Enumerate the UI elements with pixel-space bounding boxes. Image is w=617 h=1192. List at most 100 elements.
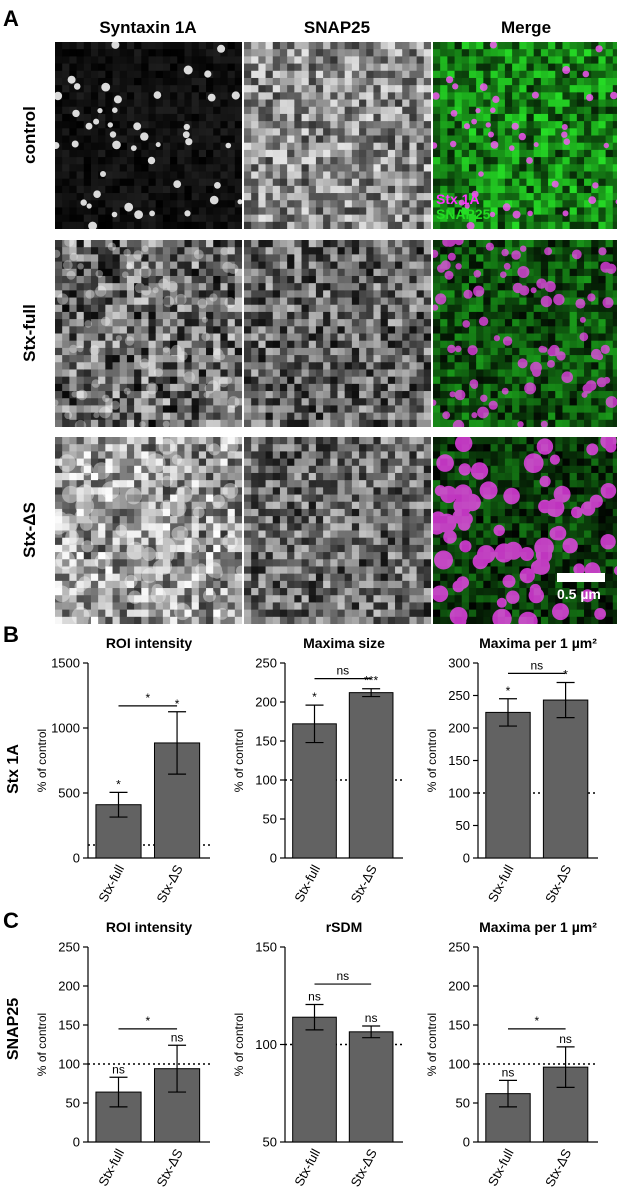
chart2-bar-0	[485, 711, 531, 859]
chart1-y-tick-label-2: 100	[255, 773, 277, 788]
micrograph-stxfull-merge	[433, 240, 617, 427]
chart1-bar-label-1: ***	[364, 674, 378, 688]
chart4-y-tick-label-1: 100	[255, 1037, 277, 1052]
chart0-bar-label-1: *	[175, 697, 180, 711]
micrograph-control-stx	[55, 42, 242, 229]
panel-letter-a: A	[3, 6, 19, 31]
chart5-y-tick-label-5: 250	[448, 940, 470, 955]
chart0-y-tick-label-3: 1500	[51, 656, 80, 671]
chart3-y-label: % of control	[35, 1013, 49, 1076]
chart2-y-label: % of control	[425, 729, 439, 792]
chart3-y-tick-label-2: 100	[58, 1057, 80, 1072]
chart5-category-label-1: Stx-ΔS	[542, 1146, 574, 1189]
chart5-bar-label-1: ns	[559, 1032, 572, 1046]
merge-legend-stx: Stx 1A	[436, 191, 480, 207]
chart5-y-tick-label-1: 50	[456, 1096, 470, 1111]
chart1-category-label-0: Stx-full	[291, 862, 323, 904]
chart3-title: ROI intensity	[106, 919, 193, 935]
chart2-y-tick-label-4: 200	[448, 721, 470, 736]
chart1-title: Maxima size	[303, 635, 385, 651]
chart0-category-label-0: Stx-full	[95, 862, 127, 904]
chart2-y-tick-label-0: 0	[463, 851, 470, 866]
chart5-y-tick-label-0: 0	[463, 1135, 470, 1150]
chart3-bar-label-1: ns	[171, 1030, 184, 1044]
chart5-bar-label-0: ns	[502, 1065, 515, 1079]
chart4-comparison-label: ns	[336, 969, 349, 983]
chart5-y-tick-label-4: 200	[448, 979, 470, 994]
chart2-y-tick-label-5: 250	[448, 688, 470, 703]
chart3-y-tick-label-3: 150	[58, 1018, 80, 1033]
chart3-comparison-label: *	[145, 1014, 150, 1028]
chart2-category-label-0: Stx-full	[485, 862, 517, 904]
chart1-y-tick-label-4: 200	[255, 695, 277, 710]
col-title-snap25: SNAP25	[303, 18, 371, 37]
chart0-title: ROI intensity	[106, 635, 193, 651]
chart4-title: rSDM	[326, 919, 363, 935]
chart2-comparison-label: ns	[530, 658, 543, 672]
chart1-bar-label-0: *	[312, 690, 317, 704]
chart4-bar-1	[348, 1031, 394, 1143]
chart2-y-tick-label-2: 100	[448, 786, 470, 801]
chart5-comparison-label: *	[534, 1014, 539, 1028]
panel-letter-b: B	[3, 622, 19, 647]
micrograph-control-snap	[244, 42, 431, 229]
chart2-category-label-1: Stx-ΔS	[542, 862, 574, 905]
chart2-title: Maxima per 1 µm²	[479, 635, 597, 651]
chart5-y-tick-label-2: 100	[448, 1057, 470, 1072]
col-title-syntaxin: Syntaxin 1A	[99, 18, 197, 37]
merge-legend: Stx 1A SNAP25	[436, 192, 490, 222]
chart3-bar-label-0: ns	[112, 1062, 125, 1076]
chart0-y-label: % of control	[35, 729, 49, 792]
chart1-y-tick-label-1: 50	[263, 812, 277, 827]
chart1-bar-1	[348, 692, 394, 859]
chart1-y-label: % of control	[232, 729, 246, 792]
chart3-category-label-0: Stx-full	[95, 1146, 127, 1188]
chart5-category-label-0: Stx-full	[485, 1146, 517, 1188]
chart1-y-tick-label-5: 250	[255, 656, 277, 671]
chart3-y-tick-label-5: 250	[58, 940, 80, 955]
chart3-y-tick-label-4: 200	[58, 979, 80, 994]
chart4-y-tick-label-2: 150	[255, 940, 277, 955]
chart0-y-tick-label-2: 1000	[51, 721, 80, 736]
micrograph-stxds-stx	[55, 437, 242, 624]
chart4-bar-label-1: ns	[365, 1011, 378, 1025]
chart1-y-tick-label-3: 150	[255, 734, 277, 749]
chart2-bar-1	[542, 699, 589, 859]
micrograph-stxfull-snap	[244, 240, 431, 427]
merge-legend-snap: SNAP25	[436, 206, 491, 222]
chart0-category-label-1: Stx-ΔS	[153, 862, 185, 905]
micrograph-control-merge	[433, 42, 617, 229]
scale-bar	[557, 573, 605, 582]
chart4-y-tick-label-0: 50	[263, 1135, 277, 1150]
chart3-y-tick-label-1: 50	[66, 1096, 80, 1111]
micrograph-stxfull-stx	[55, 240, 242, 427]
chart2-bar-label-0: *	[506, 684, 511, 698]
chart0-y-tick-label-0: 0	[73, 851, 80, 866]
chart5-y-label: % of control	[425, 1013, 439, 1076]
chart0-y-tick-label-1: 500	[58, 786, 80, 801]
chart5-title: Maxima per 1 µm²	[479, 919, 597, 935]
chart4-bar-label-0: ns	[308, 990, 321, 1004]
col-title-merge: Merge	[500, 18, 552, 37]
chart0-comparison-label: *	[145, 691, 150, 705]
chart4-category-label-1: Stx-ΔS	[348, 1146, 380, 1189]
chart3-y-tick-label-0: 0	[73, 1135, 80, 1150]
micrograph-stxds-merge	[433, 437, 617, 624]
chart0-bar-label-0: *	[116, 777, 121, 791]
chart1-bar-0	[292, 723, 337, 859]
micrograph-stxds-snap	[244, 437, 431, 624]
chart2-y-tick-label-1: 50	[456, 818, 470, 833]
chart1-category-label-1: Stx-ΔS	[348, 862, 380, 905]
chart2-y-tick-label-3: 150	[448, 753, 470, 768]
chart4-bar-0	[292, 1016, 337, 1143]
chart4-y-label: % of control	[232, 1013, 246, 1076]
chart1-y-tick-label-0: 0	[270, 851, 277, 866]
chart5-y-tick-label-3: 150	[448, 1018, 470, 1033]
scale-bar-label: 0.5 µm	[557, 586, 601, 602]
chart2-y-tick-label-6: 300	[448, 656, 470, 671]
chart1-comparison-label: ns	[336, 664, 349, 678]
chart4-category-label-0: Stx-full	[291, 1146, 323, 1188]
panel-letter-c: C	[3, 908, 19, 933]
chart3-category-label-1: Stx-ΔS	[153, 1146, 185, 1189]
